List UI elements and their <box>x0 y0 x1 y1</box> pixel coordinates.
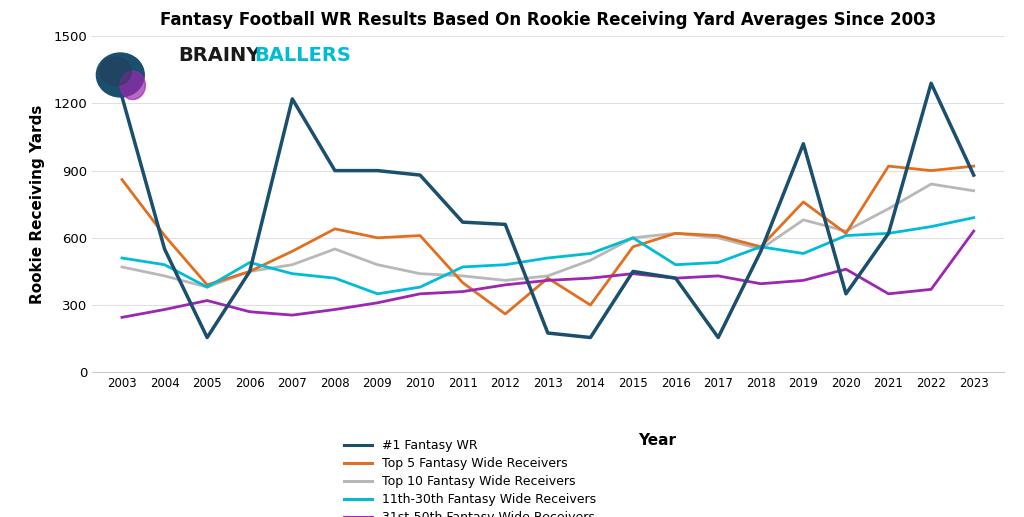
Ellipse shape <box>100 57 131 85</box>
Title: Fantasy Football WR Results Based On Rookie Receiving Yard Averages Since 2003: Fantasy Football WR Results Based On Roo… <box>160 11 936 29</box>
Legend: #1 Fantasy WR, Top 5 Fantasy Wide Receivers, Top 10 Fantasy Wide Receivers, 11th: #1 Fantasy WR, Top 5 Fantasy Wide Receiv… <box>344 439 596 517</box>
Text: BALLERS: BALLERS <box>254 47 351 65</box>
Y-axis label: Rookie Receiving Yards: Rookie Receiving Yards <box>31 104 45 304</box>
Ellipse shape <box>96 53 144 97</box>
Ellipse shape <box>120 71 145 99</box>
Text: Year: Year <box>638 433 676 448</box>
Text: BRAINY: BRAINY <box>179 47 261 65</box>
